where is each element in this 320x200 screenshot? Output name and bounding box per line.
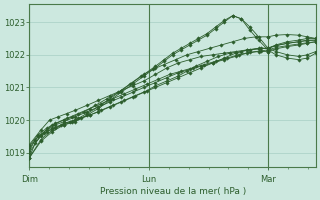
- X-axis label: Pression niveau de la mer( hPa ): Pression niveau de la mer( hPa ): [100, 187, 246, 196]
